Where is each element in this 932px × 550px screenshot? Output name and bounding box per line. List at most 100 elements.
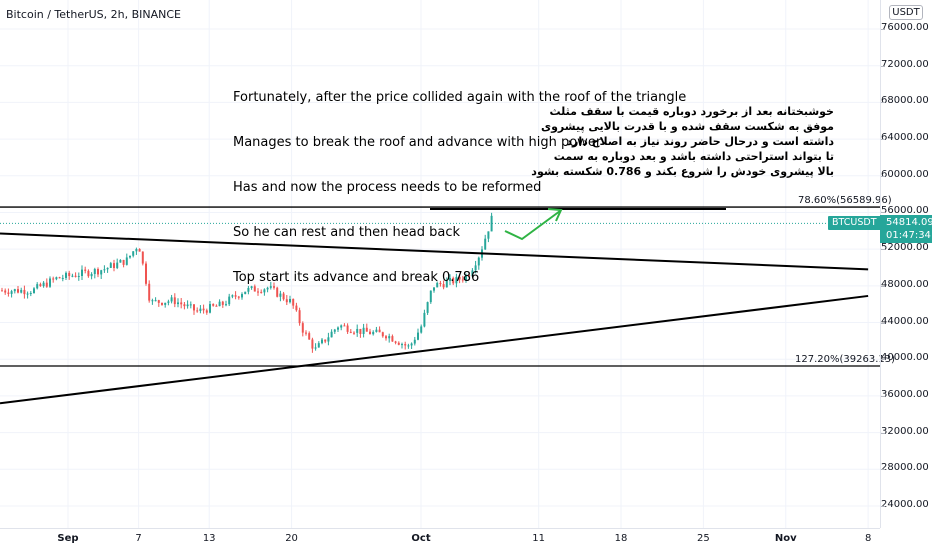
candle-down bbox=[273, 286, 275, 288]
candle-up bbox=[401, 344, 403, 346]
annotation-line: تا بتواند استراحتی داشته باشد و بعد دوبا… bbox=[553, 150, 834, 163]
last-price: 54814.09 bbox=[886, 217, 932, 228]
fib-level-label-786: 78.60%(56589.96) bbox=[798, 195, 892, 207]
last-price-badge: 54814.09 01:47:34 bbox=[880, 215, 932, 243]
candle-up bbox=[244, 291, 247, 295]
candle-up bbox=[135, 248, 138, 252]
price-tick-mark bbox=[881, 285, 885, 287]
time-tick-label: 20 bbox=[285, 533, 298, 544]
candle-up bbox=[289, 298, 291, 303]
candle-up bbox=[90, 273, 93, 277]
candle-down bbox=[138, 248, 141, 252]
candle-up bbox=[26, 293, 29, 295]
price-tick-label: 36000.00 bbox=[881, 388, 929, 400]
candle-down bbox=[148, 283, 151, 301]
candle-down bbox=[282, 293, 285, 300]
candle-down bbox=[381, 332, 384, 337]
price-axis[interactable]: 24000.00 28000.00 32000.00 36000.00 40000.00… bbox=[880, 0, 932, 528]
candle-down bbox=[183, 304, 186, 307]
candle-up bbox=[423, 312, 426, 327]
candle-up bbox=[429, 290, 432, 303]
plot-area[interactable] bbox=[0, 0, 880, 528]
candle-down bbox=[308, 333, 311, 340]
price-tick-mark bbox=[881, 212, 885, 214]
candle-down bbox=[237, 296, 240, 298]
price-chart[interactable] bbox=[0, 0, 880, 528]
candle-down bbox=[276, 287, 279, 297]
candle-down bbox=[39, 284, 42, 287]
candle-down bbox=[113, 263, 115, 269]
candle-down bbox=[196, 310, 199, 312]
candle-up bbox=[42, 282, 45, 287]
time-tick-label: Oct bbox=[411, 533, 431, 544]
fib-level-label-1272: 127.20%(39263.13) bbox=[795, 353, 896, 365]
candle-up bbox=[247, 287, 250, 292]
price-tick-label: 24000.00 bbox=[881, 499, 929, 510]
candle-down bbox=[260, 291, 263, 293]
price-tick-mark bbox=[881, 249, 885, 251]
candle-up bbox=[413, 339, 416, 344]
candle-down bbox=[45, 282, 48, 287]
price-tick-mark bbox=[881, 322, 885, 324]
candle-down bbox=[397, 342, 400, 345]
price-tick-label: 64000.00 bbox=[881, 132, 929, 144]
candle-up bbox=[125, 257, 128, 265]
candle-up bbox=[154, 300, 157, 302]
candle-up bbox=[81, 269, 83, 277]
candle-up bbox=[407, 345, 410, 347]
candle-up bbox=[33, 288, 35, 293]
candle-up bbox=[93, 269, 96, 274]
price-tick-label: 72000.00 bbox=[881, 58, 929, 70]
candle-down bbox=[353, 332, 355, 334]
triangle-roof-line bbox=[0, 232, 869, 271]
candle-up bbox=[151, 300, 154, 302]
price-tick-mark bbox=[881, 29, 885, 30]
candle-up bbox=[116, 262, 119, 269]
candle-down bbox=[305, 332, 307, 334]
price-tick-label: 56000.00 bbox=[881, 205, 929, 217]
candle-up bbox=[263, 289, 266, 293]
candle-up bbox=[177, 302, 179, 305]
candle-down bbox=[74, 275, 77, 277]
candle-up bbox=[410, 343, 413, 346]
candle-up bbox=[484, 238, 487, 250]
candle-up bbox=[471, 270, 474, 277]
candle-up bbox=[449, 277, 451, 281]
candle-up bbox=[330, 331, 333, 338]
candle-down bbox=[173, 297, 176, 305]
candle-up bbox=[189, 304, 192, 306]
candle-up bbox=[170, 297, 173, 302]
candle-down bbox=[369, 331, 371, 335]
candle-up bbox=[103, 269, 106, 271]
candle-up bbox=[241, 294, 243, 298]
price-tick-label: 52000.00 bbox=[881, 242, 929, 254]
candle-down bbox=[359, 328, 362, 334]
candle-up bbox=[109, 263, 112, 268]
candle-up bbox=[314, 347, 317, 349]
candle-up bbox=[436, 282, 439, 288]
candle-up bbox=[218, 301, 221, 307]
candle-up bbox=[164, 302, 167, 305]
candle-up bbox=[186, 304, 189, 307]
candle-down bbox=[221, 301, 224, 305]
candle-up bbox=[250, 286, 253, 288]
candle-up bbox=[465, 275, 467, 281]
candle-down bbox=[285, 299, 288, 303]
currency-label[interactable]: USDT bbox=[889, 5, 923, 20]
candle-up bbox=[129, 255, 131, 258]
symbol-badge: BTCUSDT bbox=[828, 216, 881, 230]
projection-arrow-path bbox=[504, 210, 561, 241]
time-axis[interactable]: Sep 7 13 20 Oct 11 18 25 Nov 8 bbox=[0, 528, 880, 550]
annotation-line: Fortunately, after the price collided ag… bbox=[233, 90, 687, 105]
time-tick-label: 25 bbox=[697, 533, 710, 544]
candle-down bbox=[180, 302, 183, 305]
candle-up bbox=[487, 231, 490, 239]
candle-down bbox=[349, 331, 352, 333]
candle-down bbox=[346, 325, 349, 332]
candle-down bbox=[253, 286, 256, 292]
candle-up bbox=[455, 276, 458, 284]
candle-down bbox=[17, 289, 19, 293]
annotation-line: Has and now the process needs to be refo… bbox=[233, 180, 542, 195]
price-tick-label: 68000.00 bbox=[881, 95, 929, 107]
annotation-line: Manages to break the roof and advance wi… bbox=[233, 135, 602, 150]
